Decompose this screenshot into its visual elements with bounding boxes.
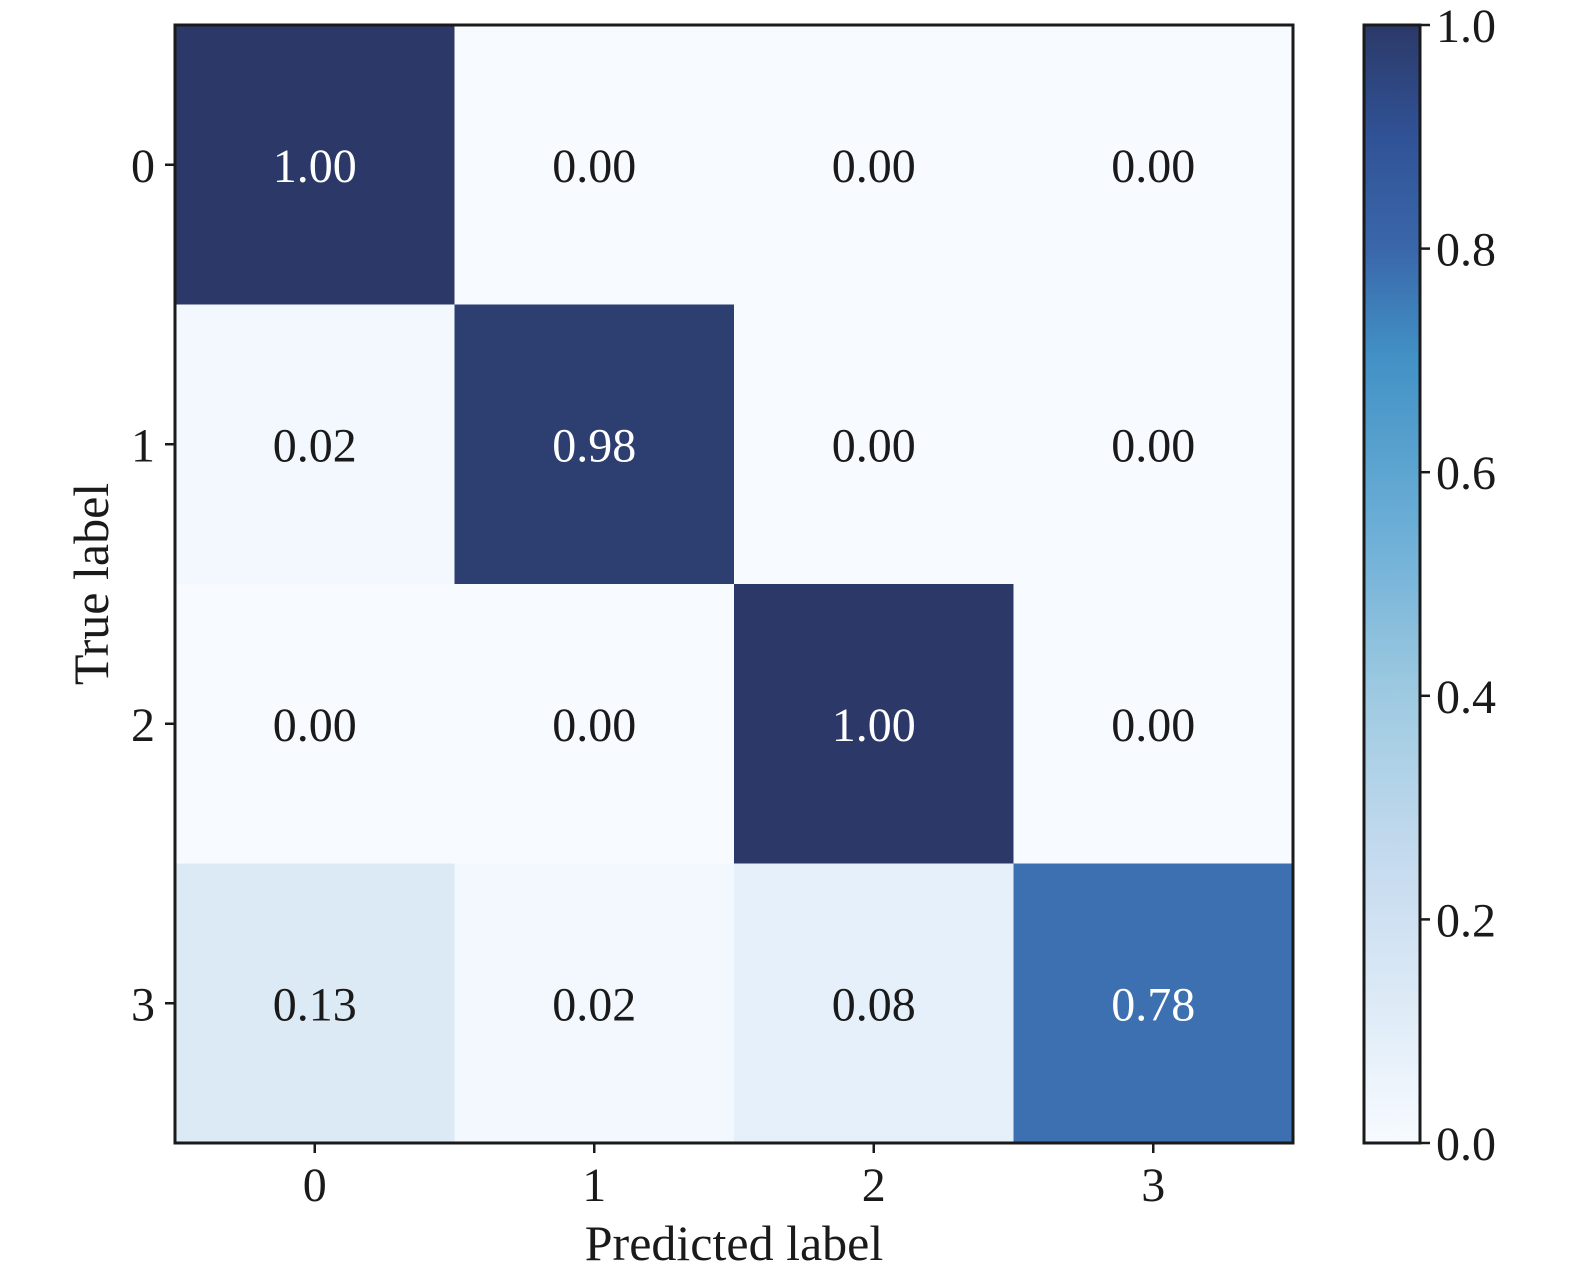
cell-label-r0-c0: 1.00 <box>273 140 357 193</box>
heatmap-cell-r1-c1 <box>454 304 735 585</box>
y-tick-label-1: 1 <box>131 419 155 472</box>
x-tick-label-1: 1 <box>582 1159 606 1212</box>
x-tick-label-2: 2 <box>862 1159 886 1212</box>
cell-label-r1-c2: 0.00 <box>832 419 916 472</box>
colorbar-tick-label-0.6: 0.6 <box>1436 447 1496 500</box>
y-tick-label-2: 2 <box>131 699 155 752</box>
cell-label-r0-c1: 0.00 <box>552 140 636 193</box>
cell-label-r3-c3: 0.78 <box>1111 978 1195 1031</box>
y-tick-label-0: 0 <box>131 140 155 193</box>
heatmap-cells <box>175 25 1294 1144</box>
y-axis-ticks: 0 1 2 3 <box>131 140 175 1031</box>
heatmap-cell-r3-c0 <box>175 863 456 1144</box>
heatmap-cell-r1-c0 <box>175 304 456 585</box>
heatmap-cell-r2-c1 <box>454 584 735 865</box>
heatmap-cell-labels: 1.00 0.00 0.00 0.00 0.02 0.98 0.00 0.00 0.00 0.00… <box>273 140 1196 1032</box>
x-axis-label: Predicted label <box>585 1215 884 1271</box>
x-axis-ticks: 0 1 2 3 <box>303 1143 1165 1212</box>
cell-label-r3-c1: 0.02 <box>552 978 636 1031</box>
cell-label-r2-c0: 0.00 <box>273 699 357 752</box>
colorbar-tick-label-0.2: 0.2 <box>1436 894 1496 947</box>
x-tick-label-3: 3 <box>1141 1159 1165 1212</box>
heatmap-cell-r3-c2 <box>734 863 1015 1144</box>
heatmap-cell-r3-c1 <box>454 863 735 1144</box>
cell-label-r1-c1: 0.98 <box>552 419 636 472</box>
heatmap-cell-r2-c0 <box>175 584 456 865</box>
colorbar-tick-label-0.0: 0.0 <box>1436 1118 1496 1171</box>
cell-label-r3-c0: 0.13 <box>273 978 357 1031</box>
colorbar-tick-label-0.4: 0.4 <box>1436 671 1496 724</box>
cell-label-r2-c3: 0.00 <box>1111 699 1195 752</box>
cell-label-r0-c2: 0.00 <box>832 140 916 193</box>
heatmap-cell-r3-c3 <box>1013 863 1294 1144</box>
heatmap-cell-r2-c2 <box>734 584 1015 865</box>
heatmap-cell-r2-c3 <box>1013 584 1294 865</box>
cell-label-r2-c1: 0.00 <box>552 699 636 752</box>
heatmap-cell-r1-c2 <box>734 304 1015 585</box>
cell-label-r1-c3: 0.00 <box>1111 419 1195 472</box>
colorbar <box>1362 23 1422 1145</box>
x-tick-label-0: 0 <box>303 1159 327 1212</box>
heatmap-cell-r0-c3 <box>1013 25 1294 306</box>
cell-label-r0-c3: 0.00 <box>1111 140 1195 193</box>
cell-label-r1-c0: 0.02 <box>273 419 357 472</box>
heatmap-cell-r0-c2 <box>734 25 1015 306</box>
heatmap-cell-r0-c0 <box>175 25 456 306</box>
y-tick-label-3: 3 <box>131 978 155 1031</box>
colorbar-tick-label-0.8: 0.8 <box>1436 224 1496 277</box>
colorbar-tick-label-1.0: 1.0 <box>1436 0 1496 53</box>
heatmap-cell-r0-c1 <box>454 25 735 306</box>
cell-label-r3-c2: 0.08 <box>832 978 916 1031</box>
plot-frame <box>173 23 1295 1145</box>
y-axis-label: True label <box>63 483 119 685</box>
heatmap-cell-r1-c3 <box>1013 304 1294 585</box>
colorbar-ticks: 0.0 0.2 0.4 0.6 0.8 1.0 <box>1420 0 1496 1171</box>
cell-label-r2-c2: 1.00 <box>832 699 916 752</box>
